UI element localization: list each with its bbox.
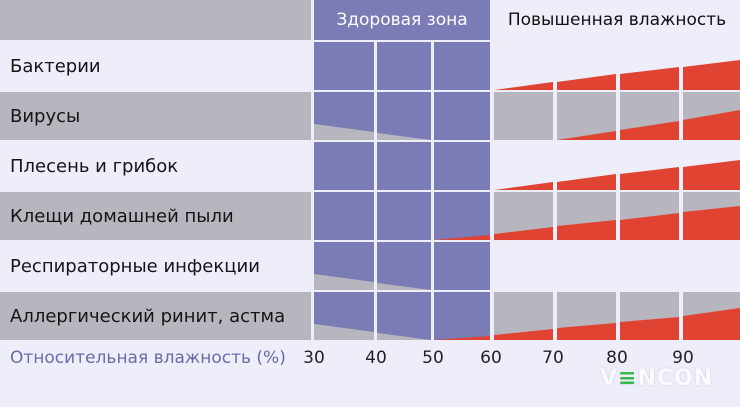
row-label-text: Клещи домашней пыли [10, 205, 234, 227]
row-label-respiratory: Респираторные инфекции [0, 242, 311, 290]
row-label-text: Бактерии [10, 55, 101, 77]
axis-label: Относительная влажность (%) [10, 348, 286, 368]
row-label-allergy: Аллергический ринит, астма [0, 292, 311, 340]
tick-40: 40 [365, 348, 387, 368]
logo-wave-icon: ≡ [618, 366, 638, 391]
tick-70: 70 [542, 348, 564, 368]
tick-90: 90 [672, 348, 694, 368]
risk-wedges [434, 60, 740, 340]
humidity-risk-grid [314, 42, 740, 340]
tick-30: 30 [303, 348, 325, 368]
healthy-zone-header: Здоровая зона [314, 0, 490, 40]
tick-80: 80 [606, 348, 628, 368]
high-humidity-title: Повышенная влажность [507, 10, 727, 30]
row-label-viruses: Вирусы [0, 92, 311, 140]
row-label-text: Вирусы [10, 105, 81, 127]
row-label-bacteria: Бактерии [0, 42, 311, 90]
tick-60: 60 [480, 348, 502, 368]
vencon-logo: V≡NCON [600, 366, 713, 391]
logo-letters: NCON [637, 366, 714, 391]
row-label-dust-mites: Клещи домашней пыли [0, 192, 311, 240]
high-humidity-header: Повышенная влажность [494, 0, 740, 40]
row-label-text: Аллергический ринит, астма [10, 305, 286, 327]
tick-50: 50 [422, 348, 444, 368]
logo-letter: V [600, 366, 619, 391]
row-label-mold: Плесень и грибок [0, 142, 311, 190]
healthy-zone-title: Здоровая зона [336, 10, 468, 30]
header-label-cell [0, 0, 311, 40]
row-label-text: Плесень и грибок [10, 155, 179, 177]
row-label-text: Респираторные инфекции [10, 255, 260, 277]
